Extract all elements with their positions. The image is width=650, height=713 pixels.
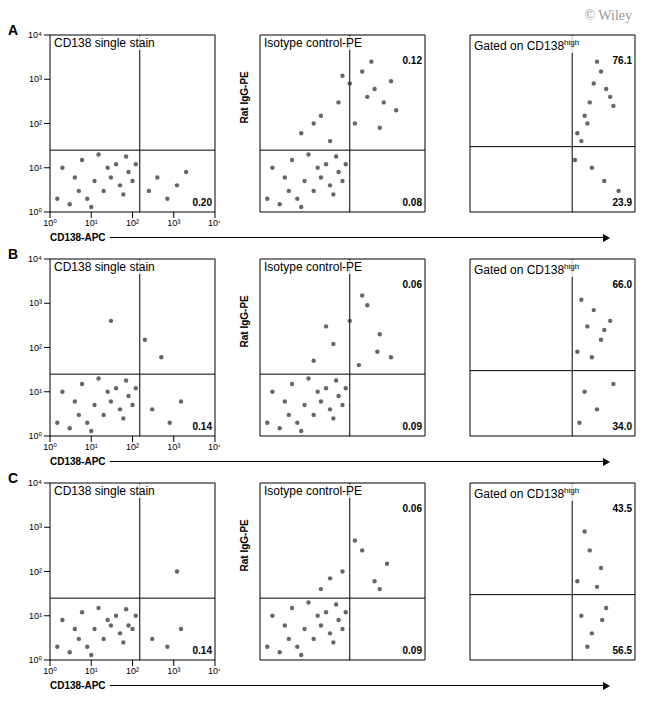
html-text:56.5: 56.5: [612, 645, 632, 656]
svg-text:10³: 10³: [29, 74, 42, 84]
html-text:Gated on CD138high: Gated on CD138high: [474, 486, 580, 501]
html-text:34.0: 34.0: [612, 421, 632, 432]
svg-text:10³: 10³: [167, 666, 180, 676]
html-text:CD138 single stain: CD138 single stain: [54, 260, 155, 274]
svg-text:10³: 10³: [167, 442, 180, 452]
svg-text:10¹: 10¹: [29, 611, 42, 621]
svg-text:Rat IgG-PE: Rat IgG-PE: [239, 519, 250, 572]
html-text:23.9: 23.9: [612, 197, 632, 208]
svg-text:10⁴: 10⁴: [28, 254, 42, 264]
html-text:Gated on CD138high: Gated on CD138high: [474, 38, 580, 53]
html-text:Isotype control-PE: Isotype control-PE: [264, 36, 362, 50]
html-text:Isotype control-PE: Isotype control-PE: [264, 484, 362, 498]
svg-text:10¹: 10¹: [85, 442, 98, 452]
svg-text:10¹: 10¹: [85, 218, 98, 228]
html-text:© Wiley: © Wiley: [584, 8, 632, 23]
html-text:66.0: 66.0: [612, 279, 632, 290]
svg-text:10³: 10³: [167, 218, 180, 228]
html-text:CD138 single stain: CD138 single stain: [54, 484, 155, 498]
html-text:0.12: 0.12: [402, 55, 422, 66]
html-text:43.5: 43.5: [612, 503, 632, 514]
svg-text:10²: 10²: [29, 567, 42, 577]
svg-text:10⁴: 10⁴: [208, 442, 220, 452]
svg-text:10⁴: 10⁴: [208, 666, 220, 676]
html-text:0.20: 0.20: [192, 197, 212, 208]
svg-text:10²: 10²: [126, 666, 139, 676]
svg-text:10¹: 10¹: [29, 387, 42, 397]
html-text:0.08: 0.08: [402, 197, 422, 208]
svg-text:10²: 10²: [126, 442, 139, 452]
html-text:0.14: 0.14: [192, 421, 212, 432]
html-text:CD138 single stain: CD138 single stain: [54, 36, 155, 50]
html-text:CD138-APC: CD138-APC: [50, 680, 106, 691]
svg-text:10²: 10²: [126, 218, 139, 228]
html-text:0.14: 0.14: [192, 645, 212, 656]
html-text:0.09: 0.09: [402, 421, 422, 432]
svg-text:10⁰: 10⁰: [28, 207, 42, 217]
html-text:CD138-APC: CD138-APC: [50, 456, 106, 467]
svg-text:10⁰: 10⁰: [28, 655, 42, 665]
svg-text:Rat IgG-PE: Rat IgG-PE: [239, 295, 250, 348]
html-text:C: C: [8, 470, 19, 486]
html-text:0.06: 0.06: [402, 279, 422, 290]
svg-text:10²: 10²: [29, 119, 42, 129]
html-text:0.09: 0.09: [402, 645, 422, 656]
svg-text:10³: 10³: [29, 522, 42, 532]
html-text:CD138-APC: CD138-APC: [50, 232, 106, 243]
svg-text:10⁰: 10⁰: [43, 218, 57, 228]
svg-text:10¹: 10¹: [29, 163, 42, 173]
svg-text:10⁴: 10⁴: [28, 478, 42, 488]
html-text:0.06: 0.06: [402, 503, 422, 514]
svg-text:10²: 10²: [29, 343, 42, 353]
html-text:76.1: 76.1: [612, 55, 632, 66]
svg-text:10⁰: 10⁰: [28, 431, 42, 441]
svg-text:Rat IgG-PE: Rat IgG-PE: [239, 71, 250, 124]
html-text:B: B: [8, 246, 19, 262]
html-text:Gated on CD138high: Gated on CD138high: [474, 262, 580, 277]
html-text:Isotype control-PE: Isotype control-PE: [264, 260, 362, 274]
svg-text:10¹: 10¹: [85, 666, 98, 676]
svg-text:10⁰: 10⁰: [43, 666, 57, 676]
svg-text:10⁴: 10⁴: [208, 218, 220, 228]
svg-text:10³: 10³: [29, 298, 42, 308]
svg-text:10⁰: 10⁰: [43, 442, 57, 452]
html-text:A: A: [8, 22, 19, 38]
svg-text:10⁴: 10⁴: [28, 30, 42, 40]
